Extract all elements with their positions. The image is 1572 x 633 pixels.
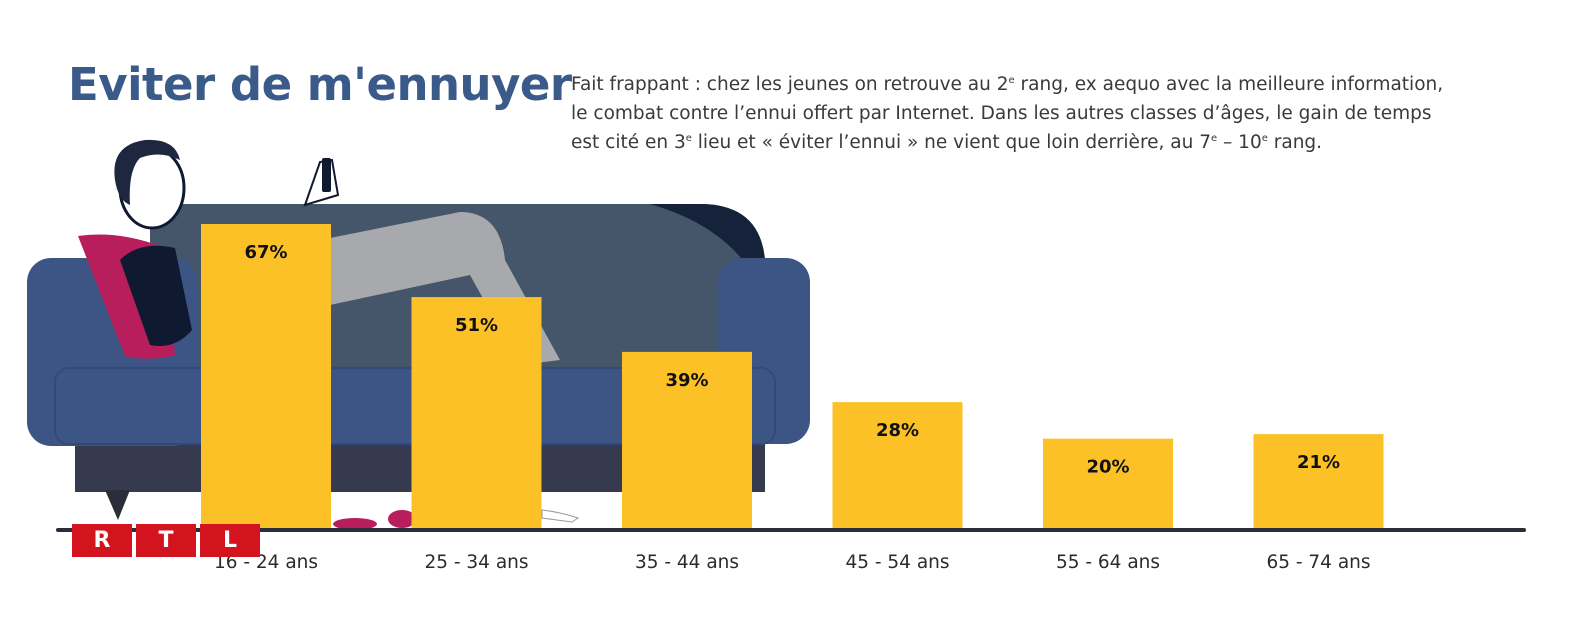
bar-value-label-2: 51%: [455, 315, 498, 336]
bar-5: [1043, 438, 1173, 530]
bar-value-label-6: 21%: [1297, 452, 1340, 473]
bar-value-label-3: 39%: [665, 370, 708, 391]
x-tick-label-1: 16 - 24 ans: [214, 552, 318, 573]
bar-1: [201, 224, 331, 530]
page-title: Eviter de m'ennuyer: [68, 58, 572, 111]
x-tick-label-5: 55 - 64 ans: [1056, 552, 1160, 573]
bars-group: [201, 224, 1384, 530]
x-tick-label-6: 65 - 74 ans: [1266, 552, 1370, 573]
bar-value-label-1: 67%: [244, 242, 287, 263]
bar-2: [411, 297, 542, 530]
bar-value-label-5: 20%: [1086, 457, 1129, 478]
logo-letter-r: R: [72, 524, 132, 557]
bar-6: [1253, 434, 1384, 530]
x-tick-label-4: 45 - 54 ans: [845, 552, 949, 573]
description-text: Fait frappant : chez les jeunes on retro…: [571, 70, 1471, 157]
x-tick-label-3: 35 - 44 ans: [635, 552, 739, 573]
x-tick-label-2: 25 - 34 ans: [424, 552, 528, 573]
description-line-2: le combat contre l’ennui offert par Inte…: [571, 103, 1432, 124]
bar-4: [832, 402, 963, 530]
rtl-logo: R T L: [72, 524, 260, 557]
x-tick-labels-group: 16 - 24 ans 25 - 34 ans 35 - 44 ans 45 - 54…: [214, 552, 1371, 573]
bar-value-label-4: 28%: [876, 420, 919, 441]
logo-letter-l: L: [200, 524, 260, 557]
description-line-3: est cité en 3e lieu et « éviter l’ennui …: [571, 132, 1323, 153]
description-line-1: Fait frappant : chez les jeunes on retro…: [571, 74, 1444, 95]
bar-3: [622, 351, 752, 530]
logo-letter-t: T: [136, 524, 196, 557]
value-labels-group: 67% 51% 39% 28% 20% 21%: [244, 242, 1340, 478]
